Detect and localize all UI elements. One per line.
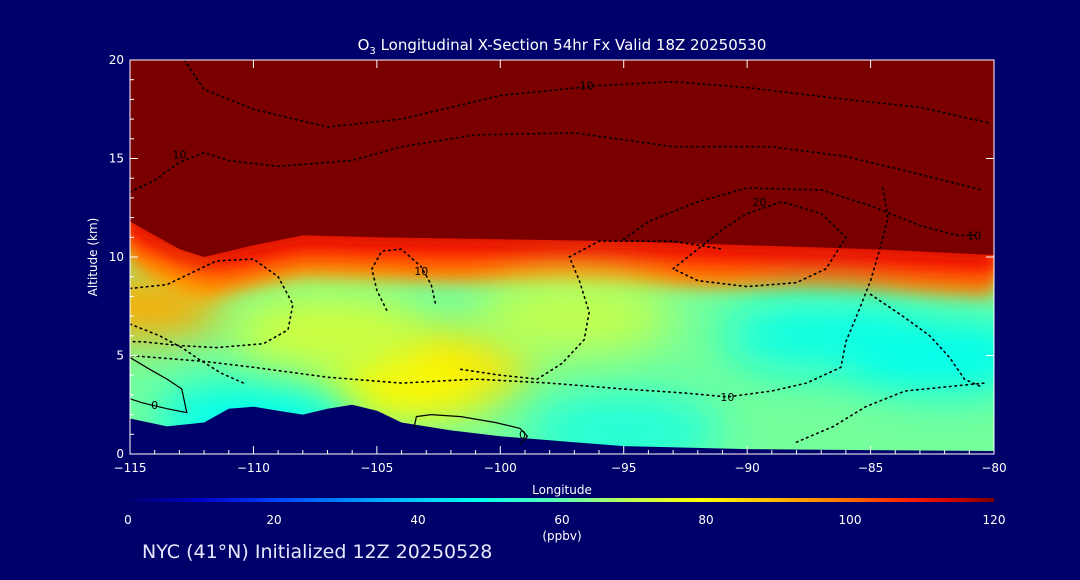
ozone-feature bbox=[130, 273, 227, 340]
contour-line-dotted bbox=[130, 323, 245, 384]
colorbar-tick-label: 120 bbox=[983, 513, 1006, 527]
contour-label: 10 bbox=[414, 265, 428, 278]
colorbar-tick-label: 100 bbox=[839, 513, 862, 527]
colorbar-tick-label: 20 bbox=[266, 513, 281, 527]
contour-line-dotted bbox=[130, 258, 294, 349]
y-axis: 0 5 10 15 20 bbox=[109, 53, 994, 461]
contour-line-dotted bbox=[460, 240, 724, 380]
y-tick-label: 0 bbox=[116, 447, 124, 461]
y-tick-label: 20 bbox=[109, 53, 124, 67]
contour-label: 0 bbox=[519, 428, 526, 441]
x-tick-label: −100 bbox=[484, 461, 517, 475]
y-tick-label: 10 bbox=[109, 250, 124, 264]
ozone-feature bbox=[525, 391, 722, 454]
contours bbox=[130, 60, 990, 445]
footer-run-info: NYC (41°N) Initialized 12Z 20250528 bbox=[142, 541, 493, 563]
contour-label: 10 bbox=[580, 80, 594, 93]
colorbar-tick-label: 60 bbox=[554, 513, 569, 527]
x-tick-label: −115 bbox=[114, 461, 147, 475]
x-tick-label: −90 bbox=[734, 461, 759, 475]
colorbar-tick-label: 80 bbox=[698, 513, 713, 527]
x-axis: −115 −110 −105 −100 −95 −90 −85 −80 bbox=[114, 60, 1007, 475]
terrain bbox=[130, 404, 994, 454]
contour-label: 20 bbox=[752, 196, 766, 209]
contour-line-solid bbox=[130, 356, 188, 414]
plot-area: 10 10 20 10 10 10 0 0 bbox=[130, 60, 994, 454]
colorbar-tick-label: 40 bbox=[410, 513, 425, 527]
contour-line-solid bbox=[413, 413, 529, 445]
contour-line-dotted bbox=[130, 132, 983, 193]
x-tick-label: −85 bbox=[858, 461, 883, 475]
x-tick-label: −110 bbox=[237, 461, 270, 475]
x-tick-label: −80 bbox=[981, 461, 1006, 475]
colorbar-tick-label: 0 bbox=[124, 513, 132, 527]
contour-line-dotted bbox=[371, 248, 437, 311]
stratosphere-region bbox=[130, 60, 994, 257]
colorbar-ticks: 0 20 40 60 80 100 120 bbox=[124, 513, 1005, 527]
contour-line-dotted bbox=[795, 382, 985, 443]
ozone-feature bbox=[846, 317, 994, 394]
terrain-surface bbox=[130, 404, 994, 454]
contour-label: 0 bbox=[151, 399, 158, 412]
contour-label: 10 bbox=[967, 229, 981, 242]
y-tick-label: 5 bbox=[116, 349, 124, 363]
ozone-field bbox=[130, 60, 994, 454]
chart-title: O3 Longitudinal X-Section 54hr Fx Valid … bbox=[358, 36, 767, 57]
ozone-feature bbox=[476, 277, 673, 355]
x-axis-label: Longitude bbox=[532, 483, 592, 497]
y-tick-label: 15 bbox=[109, 152, 124, 166]
title-rest: Longitudinal X-Section 54hr Fx Valid 18Z… bbox=[376, 36, 767, 54]
contour-labels: 10 10 20 10 10 10 0 0 bbox=[151, 80, 981, 442]
title-subscript: 3 bbox=[369, 46, 375, 57]
contour-line-dotted bbox=[672, 200, 847, 288]
contour-line-dotted bbox=[130, 187, 889, 398]
ozone-feature bbox=[229, 293, 426, 371]
contour-label: 10 bbox=[720, 391, 734, 404]
x-tick-label: −105 bbox=[360, 461, 393, 475]
contour-line-dotted bbox=[622, 187, 976, 241]
y-axis-label: Altitude (km) bbox=[86, 218, 100, 297]
contour-line-dotted bbox=[869, 293, 983, 388]
title-prefix: O bbox=[358, 36, 370, 54]
x-tick-label: −95 bbox=[611, 461, 636, 475]
contour-line-dotted bbox=[183, 60, 990, 128]
colorbar bbox=[130, 498, 994, 502]
contour-label: 10 bbox=[172, 149, 186, 162]
colorbar-unit: (ppbv) bbox=[542, 529, 581, 543]
